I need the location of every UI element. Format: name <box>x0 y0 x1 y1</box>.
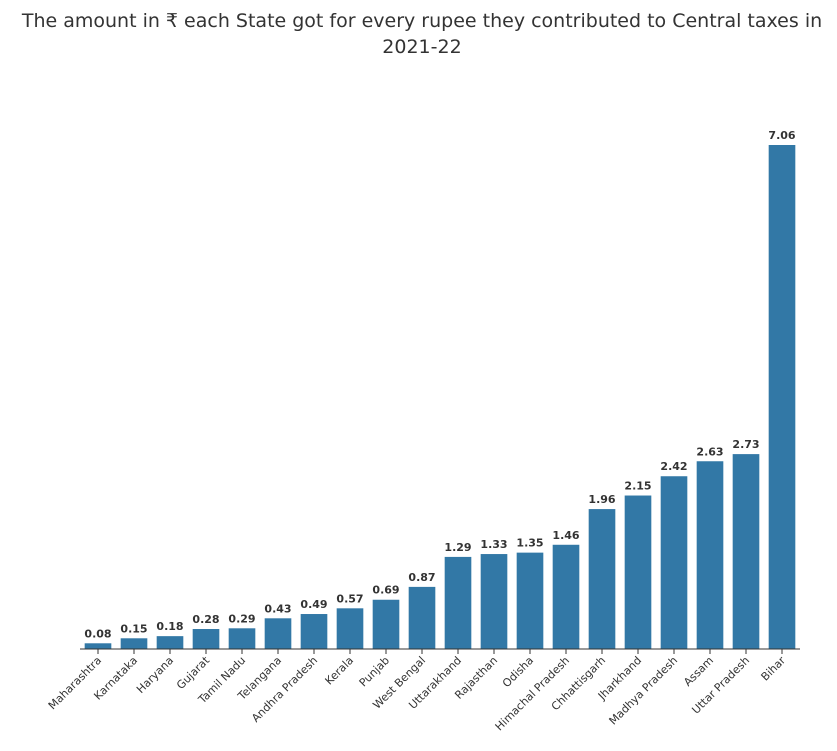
bar-value-label: 1.35 <box>516 537 543 550</box>
bar-value-label: 0.49 <box>300 598 327 611</box>
bar-value-label: 2.42 <box>660 460 687 473</box>
bar <box>660 476 688 649</box>
x-tick-label: Odisha <box>500 654 536 690</box>
bar-value-label: 0.87 <box>408 571 435 584</box>
x-tick-label: Kerala <box>323 654 357 688</box>
x-tick-label: Andhra Pradesh <box>249 654 320 725</box>
bar-value-label: 0.08 <box>84 627 111 640</box>
bar <box>552 544 580 649</box>
value-labels-layer: 0.08 0.15 0.18 0.28 0.29 0.43 0.49 0.57 0.69 0.87… <box>84 129 795 640</box>
bars-layer <box>84 145 796 649</box>
bar-value-label: 1.33 <box>480 538 507 551</box>
x-tick-label: Haryana <box>134 654 176 696</box>
bar <box>444 556 472 649</box>
bar <box>120 638 148 649</box>
bar-value-label: 2.63 <box>696 445 723 458</box>
bar <box>300 614 328 649</box>
tick-labels-layer: MaharashtraKarnatakaHaryanaGujaratTamil … <box>46 653 789 733</box>
bar-value-label: 2.73 <box>732 438 759 451</box>
bar <box>624 495 652 649</box>
bar-value-label: 0.69 <box>372 584 399 597</box>
bar-value-label: 0.29 <box>228 612 255 625</box>
bar <box>696 461 724 649</box>
bar <box>408 586 436 649</box>
bar-value-label: 0.18 <box>156 620 183 633</box>
bar <box>192 629 220 649</box>
bar-value-label: 1.96 <box>588 493 615 506</box>
bar <box>156 636 184 649</box>
bar-value-label: 1.29 <box>444 541 471 554</box>
bar <box>84 643 112 649</box>
bar-value-label: 0.15 <box>120 622 147 635</box>
bar-value-label: 0.43 <box>264 602 291 615</box>
bar <box>516 552 544 649</box>
bar-value-label: 7.06 <box>768 129 795 142</box>
bar <box>480 554 508 649</box>
bar <box>336 608 364 649</box>
x-tick-label: Bihar <box>759 654 789 684</box>
bar <box>768 145 796 649</box>
x-tick-label: Assam <box>681 654 716 689</box>
bar <box>264 618 292 649</box>
x-tick-label: Punjab <box>357 654 392 689</box>
x-tick-label: Maharashtra <box>46 654 104 712</box>
bar <box>732 454 760 649</box>
x-tick-label: Madhya Pradesh <box>607 654 681 728</box>
bar <box>588 509 616 649</box>
bar <box>228 628 256 649</box>
ticks-layer <box>97 649 783 654</box>
bar-value-label: 2.15 <box>624 480 651 493</box>
chart-title: The amount in ₹ each State got for every… <box>21 10 823 58</box>
bar-value-label: 1.46 <box>552 529 579 542</box>
bar-value-label: 0.28 <box>192 613 219 626</box>
bar <box>372 599 400 649</box>
bar-value-label: 0.57 <box>336 592 363 605</box>
